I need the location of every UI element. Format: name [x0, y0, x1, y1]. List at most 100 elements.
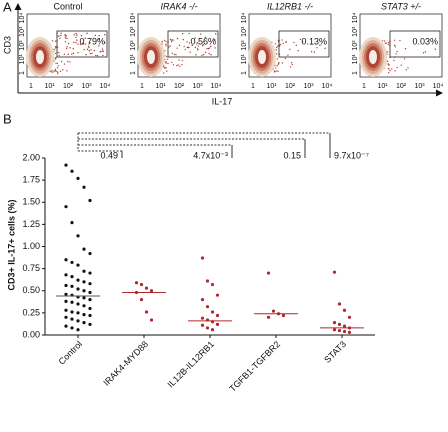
data-point	[64, 315, 68, 319]
event-dot	[60, 60, 63, 63]
event-dot	[196, 42, 199, 44]
data-point	[64, 283, 68, 288]
y-tick-label: 0.00	[22, 329, 40, 339]
event-dot	[58, 35, 60, 37]
event-dot	[399, 39, 401, 42]
event-dot	[196, 48, 199, 50]
data-point	[88, 298, 92, 302]
data-point	[144, 310, 149, 314]
event-dot	[181, 64, 183, 66]
event-dot	[316, 47, 318, 49]
event-dot	[73, 34, 75, 36]
event-dot	[88, 46, 90, 49]
event-dot	[59, 37, 61, 39]
event-dot	[214, 47, 216, 49]
event-dot	[82, 42, 84, 44]
x-tick-label: STAT3	[322, 339, 348, 365]
p-value: 0.15	[283, 150, 301, 160]
event-dot	[102, 50, 104, 52]
data-point	[347, 315, 352, 319]
event-dot	[400, 64, 402, 66]
event-dot	[104, 34, 106, 36]
data-point	[200, 316, 205, 320]
data-point	[88, 282, 92, 286]
data-point	[70, 274, 74, 279]
event-dot	[394, 70, 396, 72]
p-value: 4.7x10⁻³	[193, 150, 228, 160]
event-dot	[276, 45, 279, 47]
event-dot	[170, 40, 173, 43]
event-dot	[88, 45, 90, 47]
data-point	[332, 328, 337, 332]
data-point	[210, 310, 215, 314]
y-tick-label: 10²	[352, 40, 359, 51]
event-dot	[83, 48, 85, 51]
y-tick-label: 10²	[19, 40, 26, 51]
event-dot	[64, 37, 67, 39]
event-dot	[171, 39, 173, 41]
gate-percent: 0.13%	[301, 36, 327, 46]
event-dot	[165, 61, 167, 63]
event-dot	[161, 41, 163, 43]
event-dot	[276, 58, 279, 60]
event-dot	[69, 47, 71, 49]
event-dot	[276, 70, 278, 72]
y-tick-label: 10¹	[352, 54, 359, 65]
event-dot	[188, 42, 191, 44]
data-point	[70, 284, 74, 288]
data-point	[82, 313, 86, 317]
x-tick-label: 10²	[63, 83, 74, 90]
event-dot	[62, 69, 64, 71]
event-dot	[56, 62, 59, 65]
data-point	[70, 169, 74, 173]
y-tick-label: 1.00	[22, 241, 40, 251]
event-dot	[53, 70, 55, 72]
event-dot	[54, 52, 57, 55]
event-dot	[179, 65, 181, 67]
data-point	[64, 273, 68, 277]
data-point	[76, 311, 80, 315]
y-axis-title: CD3+ IL-17+ cells (%)	[6, 199, 16, 290]
event-dot	[95, 54, 97, 57]
event-dot	[404, 47, 407, 50]
event-dot	[57, 71, 59, 74]
event-dot	[80, 43, 82, 46]
event-dot	[194, 46, 197, 49]
event-dot	[201, 54, 203, 57]
gate-percent: 0.03%	[412, 36, 438, 46]
event-dot	[285, 41, 287, 44]
data-point	[64, 163, 68, 167]
event-dot	[55, 56, 57, 59]
event-dot	[71, 53, 73, 55]
x-tick-label: TGFB1-TGFBR2	[227, 339, 282, 394]
data-point	[271, 309, 276, 313]
event-dot	[85, 54, 87, 56]
event-dot	[204, 51, 207, 54]
y-tick-label: 10³	[130, 26, 137, 37]
event-dot	[73, 41, 75, 44]
event-dot	[54, 68, 57, 70]
data-point	[82, 280, 86, 284]
event-dot	[55, 62, 57, 64]
event-dot	[394, 46, 396, 48]
event-dot	[64, 41, 67, 43]
event-dot	[166, 70, 168, 72]
event-dot	[75, 32, 77, 35]
event-dot	[169, 38, 172, 41]
event-dot	[210, 45, 212, 48]
event-dot	[282, 42, 285, 45]
data-point	[64, 308, 68, 312]
x-tick-label: 10³	[303, 83, 314, 90]
event-dot	[276, 53, 278, 55]
data-point	[200, 298, 205, 302]
y-tick-label: 1	[241, 71, 248, 75]
event-dot	[64, 34, 67, 37]
event-dot	[313, 51, 316, 53]
y-tick-label: 1	[352, 71, 359, 75]
y-tick-label: 1	[19, 71, 26, 75]
event-dot	[165, 66, 167, 69]
x-tick-label: IL12B-IL12RB1	[166, 339, 217, 390]
x-tick-label: 10³	[414, 83, 425, 90]
event-dot	[387, 43, 389, 46]
y-tick-label: 0.50	[22, 285, 40, 295]
